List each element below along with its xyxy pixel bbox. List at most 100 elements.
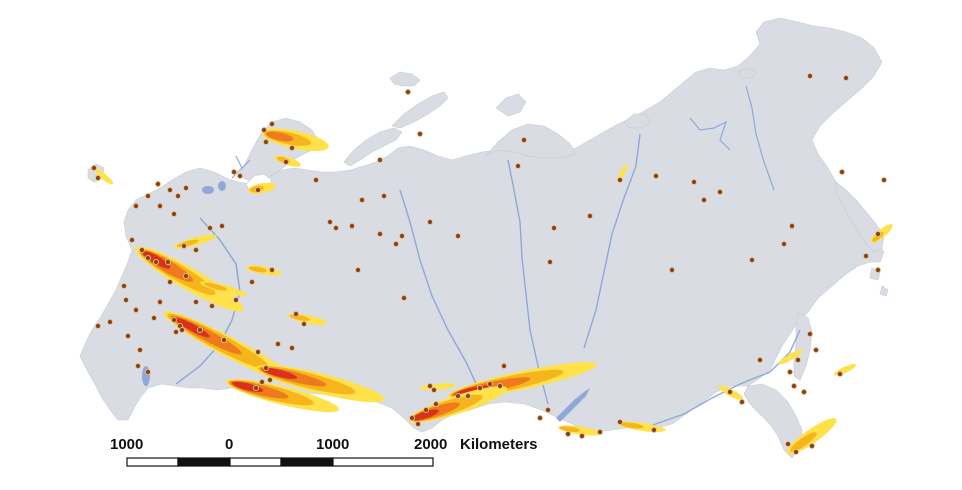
emission-site-marker [597,428,604,435]
emission-site-marker [156,298,163,305]
emission-site-marker [260,127,267,134]
plume-central-2 [246,265,282,276]
emission-site-marker [791,382,798,389]
emission-site-marker [170,210,177,217]
emission-site-marker [220,336,227,343]
emission-site-marker [192,298,199,305]
emission-site-marker [486,380,493,387]
new-siberian-islands [623,113,651,129]
emission-site-marker [180,242,187,249]
amur-river [649,329,801,427]
emission-site-marker [230,168,237,175]
scale-unit-label: Kilometers [460,436,538,453]
emission-site-marker [312,176,319,183]
emission-site-marker [565,430,572,437]
emission-site-marker [144,192,151,199]
emission-site-marker [875,266,882,273]
emission-site-marker [863,252,870,259]
kuril-island-2 [879,285,889,297]
kola-lakes [231,155,251,179]
emission-site-marker [166,278,173,285]
emission-site-marker [551,224,558,231]
emission-site-marker [236,172,243,179]
scale-segment [229,457,282,467]
emission-site-marker [404,89,411,96]
emission-site-marker [300,320,307,327]
novaya-zemlya-south [343,127,403,167]
emission-site-marker [400,294,407,301]
plume-altai [408,386,508,423]
wrangel-island [737,67,757,79]
emission-site-marker [701,196,708,203]
sakhalin [793,311,813,381]
emission-site-marker [651,426,658,433]
emission-site-marker [579,432,586,439]
scale-segment [280,457,334,467]
emission-site-marker [266,376,273,383]
emission-site-marker [376,230,383,237]
emission-site-marker [172,328,179,335]
lake-baikal [556,388,590,422]
novaya-zemlya-north [391,91,449,129]
emission-site-marker [757,356,764,363]
emission-site-marker [134,362,141,369]
emission-site-marker [843,75,850,82]
emission-site-marker [809,442,816,449]
emission-site-marker [206,224,213,231]
emission-site-marker [545,406,552,413]
emission-site-marker [292,310,299,317]
emission-site-marker [515,162,522,169]
emission-site-marker [537,414,544,421]
emission-site-marker [332,224,339,231]
emission-site-marker [358,196,365,203]
franz-josef-land [389,71,421,87]
emission-site-marker [121,282,128,289]
scale-bar [126,457,434,467]
emission-site-marker [91,164,98,171]
emission-site-marker [839,168,846,175]
emission-site-marker [547,258,554,265]
emission-site-marker [521,136,528,143]
emission-site-marker [653,172,660,179]
emission-site-marker [178,326,185,333]
emission-site-marker [432,400,439,407]
emission-site-marker [132,202,139,209]
arctic-delta [689,117,731,151]
emission-site-marker [785,440,792,447]
emission-site-marker [138,246,145,253]
lake-ladoga [202,186,214,194]
emission-site-marker [426,382,433,389]
plume-kola [262,128,329,152]
emission-site-marker [426,218,433,225]
emission-site-marker [669,266,676,273]
emission-site-marker [248,278,255,285]
emission-site-marker [749,256,756,263]
emission-site-marker [95,174,102,181]
emission-site-marker [875,230,882,237]
emission-site-marker [454,232,461,239]
emission-site-marker [232,296,239,303]
emission-site-marker [837,370,844,377]
emission-site-marker [807,73,814,80]
emission-site-marker [496,382,503,389]
emission-site-marker [274,340,281,347]
kolyma-river [745,85,775,191]
emission-site-marker [156,202,163,209]
emission-sites [91,73,888,455]
emission-site-marker [254,348,261,355]
scale-label-left-1000: 1000 [110,436,144,453]
plume-baikal [558,425,602,436]
yenisei-river [507,159,549,405]
severnaya-zemlya [495,93,527,117]
emission-site-marker [95,322,102,329]
emission-site-marker [587,212,594,219]
ob-river [399,189,481,393]
emission-site-marker [174,192,181,199]
plume-central-3 [200,281,247,296]
emission-site-marker [617,418,624,425]
emission-site-marker [282,158,289,165]
plume-orenburg [256,364,385,403]
russia-mainland [79,17,885,433]
emission-site-marker [376,156,383,163]
